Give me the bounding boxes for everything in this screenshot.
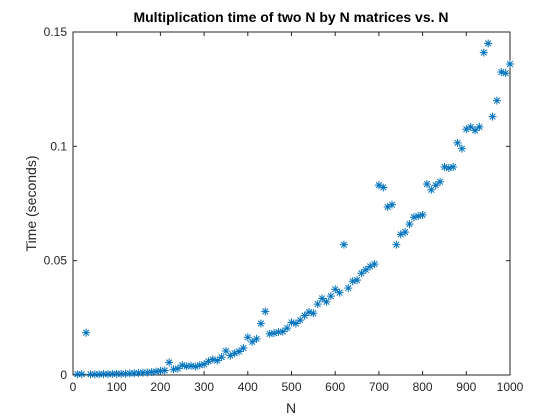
data-point <box>353 276 362 285</box>
x-tick-label: 600 <box>325 380 345 394</box>
data-point <box>484 39 493 48</box>
data-point <box>471 126 480 135</box>
data-point <box>488 112 497 121</box>
y-tick-label: 0.1 <box>50 139 67 153</box>
data-point <box>370 260 379 269</box>
data-point <box>82 328 91 337</box>
chart-title: Multiplication time of two N by N matric… <box>133 9 448 25</box>
data-point <box>291 319 300 328</box>
data-point <box>401 228 410 237</box>
data-point <box>427 185 436 194</box>
x-tick-label: 200 <box>150 380 170 394</box>
data-point <box>195 361 204 370</box>
x-tick-label: 400 <box>238 380 258 394</box>
data-point <box>239 344 248 353</box>
data-point <box>374 181 383 190</box>
data-point <box>173 364 182 373</box>
data-point <box>501 69 510 78</box>
data-point <box>248 337 257 346</box>
x-tick-label: 900 <box>456 380 476 394</box>
data-point <box>313 300 322 309</box>
data-point <box>396 230 405 239</box>
data-point <box>449 162 458 171</box>
data-point <box>326 292 335 301</box>
data-point <box>392 240 401 249</box>
data-point <box>283 324 292 333</box>
x-axis-ticks: 0 100 200 300 400 500 600 700 800 900 1000 <box>70 32 524 394</box>
data-point <box>492 96 501 105</box>
y-axis-label: Time (seconds) <box>23 156 39 252</box>
data-point <box>462 125 471 134</box>
x-tick-label: 100 <box>107 380 127 394</box>
data-point <box>169 365 178 374</box>
data-point <box>405 220 414 229</box>
data-point <box>366 262 375 271</box>
y-tick-label: 0.05 <box>44 254 68 268</box>
data-point <box>436 177 445 186</box>
plot-area <box>72 31 511 376</box>
data-point <box>256 319 265 328</box>
data-point <box>165 358 174 367</box>
data-point <box>506 60 514 69</box>
data-point <box>344 284 353 293</box>
data-point <box>357 269 366 278</box>
data-point <box>453 138 462 147</box>
y-axis-ticks: 0 0.05 0.1 0.15 <box>44 25 510 382</box>
y-tick-label: 0.15 <box>44 25 68 39</box>
data-point <box>331 285 340 294</box>
data-point <box>309 309 318 318</box>
data-points <box>73 39 514 379</box>
data-point <box>379 183 388 192</box>
data-point <box>77 370 86 379</box>
data-point <box>160 366 169 375</box>
x-tick-label: 700 <box>369 380 389 394</box>
data-point <box>361 265 370 274</box>
data-point <box>235 347 244 356</box>
y-tick-label: 0 <box>60 368 67 382</box>
data-point <box>339 240 348 249</box>
x-tick-label: 300 <box>194 380 214 394</box>
data-point <box>383 202 392 211</box>
data-point <box>335 288 344 297</box>
x-tick-label: 1000 <box>497 380 524 394</box>
data-point <box>261 307 270 316</box>
data-point <box>479 48 488 57</box>
data-point <box>475 122 484 131</box>
data-point <box>300 311 309 320</box>
data-point <box>388 200 397 209</box>
x-tick-label: 500 <box>281 380 301 394</box>
data-point <box>318 294 327 303</box>
data-point <box>466 122 475 131</box>
data-point <box>457 144 466 153</box>
data-point <box>418 210 427 219</box>
data-point <box>226 351 235 360</box>
data-point <box>431 181 440 190</box>
data-point <box>252 334 261 343</box>
data-point <box>213 356 222 365</box>
data-point <box>422 180 431 189</box>
data-point <box>278 327 287 336</box>
data-point <box>322 297 331 306</box>
data-point <box>200 360 209 369</box>
x-axis-label: N <box>286 400 296 416</box>
x-tick-label: 0 <box>70 380 77 394</box>
x-tick-label: 800 <box>413 380 433 394</box>
data-point <box>217 353 226 362</box>
